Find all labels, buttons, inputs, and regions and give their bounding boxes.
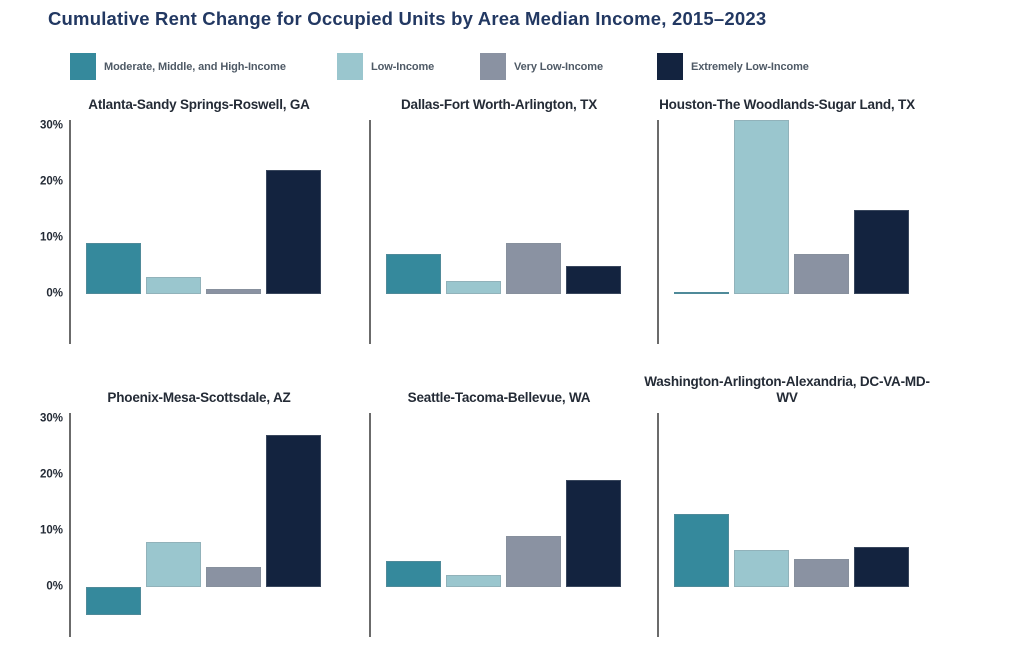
legend-swatch-extremely-low-income bbox=[657, 53, 683, 80]
legend-swatch-low-income bbox=[337, 53, 363, 80]
legend-item: Low-Income bbox=[337, 53, 434, 80]
chart-title-box: Houston-The Woodlands-Sugar Land, TX bbox=[637, 88, 937, 120]
chart-atlanta: Atlanta-Sandy Springs-Roswell, GA 30% 20% 1… bbox=[40, 88, 329, 344]
bar-moderate-middle-and-high-income bbox=[86, 586, 141, 615]
legend-label: Low-Income bbox=[371, 60, 435, 73]
chart-washington: Washington-Arlington-Alexandria, DC-VA-M… bbox=[644, 363, 930, 637]
legend-item: Extremely Low-Income bbox=[657, 53, 809, 80]
legend-item: Moderate, Middle, and High-Income bbox=[70, 53, 286, 80]
plot-area: 30% 20% 10% 0% bbox=[40, 412, 329, 637]
bar-moderate-middle-and-high-income bbox=[674, 513, 729, 587]
chart-title: Dallas-Fort Worth-Arlington, TX bbox=[400, 97, 598, 113]
bar-low-income bbox=[146, 541, 201, 587]
chart-title: Seattle-Tacoma-Bellevue, WA bbox=[407, 390, 591, 406]
bar-very-low-income bbox=[506, 536, 561, 587]
legend-label: Extremely Low-Income bbox=[691, 60, 809, 73]
bar-extremely-low-income bbox=[854, 209, 909, 294]
y-tick-label: 10% bbox=[39, 230, 63, 243]
chart-title-box: Washington-Arlington-Alexandria, DC-VA-M… bbox=[637, 363, 937, 413]
plot-area: 30% 20% 10% 0% bbox=[40, 119, 329, 344]
y-tick-label: 30% bbox=[39, 118, 63, 131]
bar-moderate-middle-and-high-income bbox=[386, 254, 441, 294]
bar-extremely-low-income bbox=[266, 170, 321, 294]
chart-title-box: Atlanta-Sandy Springs-Roswell, GA bbox=[49, 88, 349, 120]
bar-very-low-income bbox=[206, 567, 261, 587]
legend-label: Very Low-Income bbox=[514, 60, 603, 73]
bar-low-income bbox=[734, 120, 789, 294]
chart-title: Phoenix-Mesa-Scottsdale, AZ bbox=[107, 390, 291, 406]
legend-swatch-moderate-middle-high-income bbox=[70, 53, 96, 80]
chart-phoenix: Phoenix-Mesa-Scottsdale, AZ 30% 20% 10% 0% bbox=[40, 363, 329, 637]
bar-very-low-income bbox=[794, 558, 849, 587]
bar-moderate-middle-and-high-income bbox=[674, 291, 729, 294]
chart-title: Washington-Arlington-Alexandria, DC-VA-M… bbox=[644, 374, 930, 406]
chart-title-box: Dallas-Fort Worth-Arlington, TX bbox=[349, 88, 649, 120]
y-tick-label: 10% bbox=[39, 523, 63, 536]
y-tick-label: 20% bbox=[39, 174, 63, 187]
y-tick-label: 30% bbox=[39, 411, 63, 424]
y-tick-label: 20% bbox=[39, 467, 63, 480]
bar-low-income bbox=[734, 550, 789, 587]
plot-area bbox=[369, 413, 629, 637]
bar-low-income bbox=[446, 280, 501, 294]
chart-title-box: Seattle-Tacoma-Bellevue, WA bbox=[349, 363, 649, 413]
chart-dallas: Dallas-Fort Worth-Arlington, TX bbox=[369, 88, 629, 344]
bar-very-low-income bbox=[206, 288, 261, 294]
bar-very-low-income bbox=[794, 254, 849, 294]
chart-title-box: Phoenix-Mesa-Scottsdale, AZ bbox=[49, 363, 349, 413]
plot-area bbox=[657, 413, 917, 637]
plot-area bbox=[657, 120, 917, 344]
bar-extremely-low-income bbox=[266, 435, 321, 587]
y-axis-line bbox=[69, 413, 71, 637]
chart-title: Atlanta-Sandy Springs-Roswell, GA bbox=[88, 97, 310, 113]
bar-very-low-income bbox=[506, 243, 561, 294]
y-axis-line bbox=[369, 413, 371, 637]
y-axis-line bbox=[657, 120, 659, 344]
bar-low-income bbox=[446, 575, 501, 587]
y-axis-line bbox=[369, 120, 371, 344]
y-tick-label: 0% bbox=[46, 286, 63, 299]
chart-seattle: Seattle-Tacoma-Bellevue, WA bbox=[369, 363, 629, 637]
y-tick-label: 0% bbox=[46, 579, 63, 592]
legend-swatch-very-low-income bbox=[480, 53, 506, 80]
bar-extremely-low-income bbox=[566, 480, 621, 587]
legend-label: Moderate, Middle, and High-Income bbox=[104, 60, 286, 73]
legend-item: Very Low-Income bbox=[480, 53, 603, 80]
bar-extremely-low-income bbox=[566, 265, 621, 294]
bar-extremely-low-income bbox=[854, 547, 909, 587]
y-axis-line bbox=[69, 120, 71, 344]
bar-moderate-middle-and-high-income bbox=[386, 561, 441, 587]
chart-title: Houston-The Woodlands-Sugar Land, TX bbox=[659, 97, 915, 113]
bar-low-income bbox=[146, 276, 201, 294]
page-title: Cumulative Rent Change for Occupied Unit… bbox=[48, 8, 767, 29]
plot-area bbox=[369, 120, 629, 344]
bar-moderate-middle-and-high-income bbox=[86, 243, 141, 294]
chart-houston: Houston-The Woodlands-Sugar Land, TX bbox=[657, 88, 917, 344]
y-axis-line bbox=[657, 413, 659, 637]
